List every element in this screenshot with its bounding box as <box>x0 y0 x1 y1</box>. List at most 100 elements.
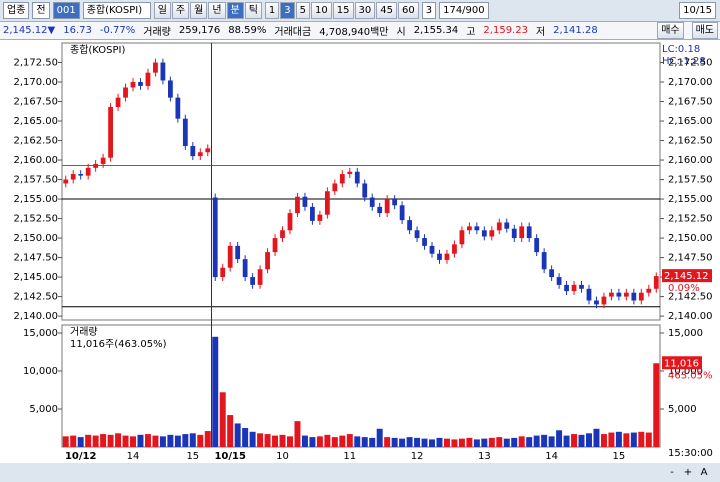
candle-body <box>496 222 502 231</box>
sell[interactable]: 매도 <box>691 22 718 39</box>
candle-body <box>212 197 218 278</box>
date[interactable]: 10/15 <box>679 2 716 19</box>
minute-button[interactable]: 60 <box>397 2 419 19</box>
zoom-button[interactable]: A <box>701 467 708 478</box>
candle-body <box>175 97 181 119</box>
minute-button[interactable]: 30 <box>354 2 376 19</box>
buy[interactable]: 매수 <box>657 22 684 39</box>
amount-label: 거래대금 <box>274 27 312 38</box>
x-tick-label: 10 <box>276 451 289 462</box>
candle-body <box>272 238 278 253</box>
volume-bar <box>653 363 660 447</box>
price-panel <box>61 42 661 321</box>
y-tick-label: 5,000 <box>29 404 58 415</box>
y-tick-label-right: 2,157.50 <box>668 175 713 186</box>
volume-bar <box>585 433 592 447</box>
y-tick-label-right: 2,170.00 <box>668 77 713 88</box>
period-button[interactable]: 월 <box>190 2 208 19</box>
y-tick-label: 2,147.50 <box>13 253 58 264</box>
candle-body <box>571 284 577 292</box>
volume-bar <box>257 433 264 447</box>
rate: -0.77% <box>99 25 136 36</box>
candle-body <box>437 253 442 260</box>
period-button[interactable]: 일 <box>153 2 171 19</box>
candle-body <box>609 292 614 297</box>
volume-bar <box>264 434 271 447</box>
time: 15:30:00 <box>668 448 713 459</box>
candle-body <box>160 62 166 81</box>
candle-body <box>422 238 427 246</box>
minute-button[interactable]: 15 <box>332 2 354 19</box>
candle-body <box>197 152 203 157</box>
group[interactable]: 업종 <box>3 2 30 19</box>
candle-body <box>594 300 599 305</box>
candle-body <box>631 292 637 301</box>
candle-body <box>556 277 562 285</box>
candle-body <box>444 253 450 260</box>
period-button[interactable]: 분 <box>226 2 244 19</box>
volume-bar <box>600 434 607 447</box>
volume-bar <box>77 437 84 447</box>
price-tag: 2,145.12 <box>664 271 709 282</box>
volume-bar <box>526 437 533 447</box>
x-tick-label: 14 <box>545 451 558 462</box>
candle-body <box>250 277 256 285</box>
volume-bar <box>466 437 473 447</box>
candle-body <box>646 288 652 293</box>
candle-body <box>347 171 353 175</box>
candle-body <box>407 220 412 231</box>
volume-tag-bg <box>662 356 702 370</box>
period-button[interactable]: 년 <box>208 2 226 19</box>
candle-body <box>182 118 188 146</box>
volume-bar <box>496 437 503 447</box>
y-tick-label: 2,145.00 <box>13 272 58 283</box>
volume-bar <box>361 437 368 447</box>
minutes: 1 3 5 10 15 30 45 60 <box>264 2 419 19</box>
candle-body <box>205 148 211 153</box>
code[interactable]: 001 <box>52 2 80 19</box>
candle-body <box>78 174 84 176</box>
change: 16.73 <box>63 25 92 36</box>
candle-body <box>384 199 390 214</box>
minute-button[interactable]: 10 <box>311 2 332 19</box>
minute-button[interactable]: 3 <box>280 2 295 19</box>
volume-bar <box>473 439 480 447</box>
zoom-button[interactable]: - <box>670 467 674 478</box>
volume-bar <box>309 437 316 447</box>
quote-bar: 2,145.12▼ 16.73 -0.77% 거래량 259,176 88.59… <box>0 22 720 40</box>
market[interactable]: 전 <box>32 2 50 19</box>
price-change: 0.09% <box>668 283 700 294</box>
interval[interactable]: 3 <box>421 2 437 19</box>
minute-button[interactable]: 1 <box>264 2 280 19</box>
candle-body <box>511 228 517 239</box>
volume: 259,176 <box>178 25 221 36</box>
candle-body <box>459 230 465 245</box>
candle-body <box>70 174 76 180</box>
volume-bar <box>130 436 137 447</box>
volume-bar <box>556 430 563 447</box>
volume-tag: 11,016 <box>664 358 699 369</box>
y-tick-label: 2,172.50 <box>13 58 58 69</box>
volume-bar <box>242 427 249 447</box>
volume-bar <box>518 436 525 447</box>
candle-body <box>377 206 383 214</box>
y-tick-label-right: 2,142.50 <box>668 292 713 303</box>
volume-bar <box>503 438 510 447</box>
candle-body <box>541 252 547 270</box>
volume-bar <box>429 439 436 447</box>
y-tick-label: 2,152.50 <box>13 214 58 225</box>
candle-body <box>190 145 196 157</box>
volume-bar <box>189 433 196 447</box>
minute-button[interactable]: 5 <box>295 2 311 19</box>
candle-body <box>354 171 360 184</box>
volume-bar <box>234 423 241 447</box>
volume-bar <box>249 431 256 447</box>
period-button[interactable]: 틱 <box>244 2 262 19</box>
low: 2,141.28 <box>553 25 598 36</box>
minute-button[interactable]: 45 <box>376 2 397 19</box>
period-button[interactable]: 주 <box>171 2 190 19</box>
candle-body <box>93 163 99 168</box>
candle-body <box>466 226 472 231</box>
zoom-button[interactable]: + <box>684 467 692 478</box>
